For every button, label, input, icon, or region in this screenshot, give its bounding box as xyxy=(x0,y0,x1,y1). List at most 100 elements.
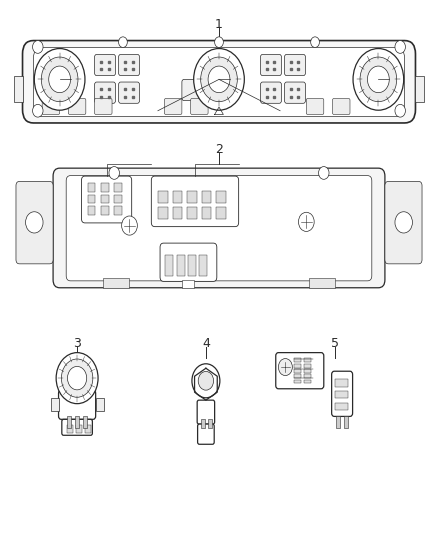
Bar xyxy=(182,280,194,288)
Text: 5: 5 xyxy=(331,337,339,350)
Bar xyxy=(304,379,311,383)
Circle shape xyxy=(311,37,319,47)
Circle shape xyxy=(395,41,406,53)
Bar xyxy=(85,425,91,433)
FancyBboxPatch shape xyxy=(95,54,116,76)
Bar xyxy=(188,255,196,276)
Circle shape xyxy=(32,41,43,53)
Bar xyxy=(158,207,168,219)
FancyBboxPatch shape xyxy=(197,400,215,424)
FancyBboxPatch shape xyxy=(62,419,92,435)
FancyBboxPatch shape xyxy=(68,99,86,115)
Bar xyxy=(76,425,82,433)
Bar xyxy=(165,255,173,276)
Bar xyxy=(187,191,197,203)
Circle shape xyxy=(25,212,43,233)
Bar xyxy=(335,379,348,386)
Bar xyxy=(101,195,109,203)
Bar xyxy=(294,379,301,383)
Bar xyxy=(88,206,95,215)
Circle shape xyxy=(61,359,93,397)
Circle shape xyxy=(198,372,214,390)
FancyBboxPatch shape xyxy=(151,176,239,227)
Bar xyxy=(344,416,348,428)
Bar xyxy=(335,402,348,410)
FancyBboxPatch shape xyxy=(285,82,305,103)
Bar xyxy=(187,207,197,219)
FancyBboxPatch shape xyxy=(16,181,53,264)
Bar xyxy=(335,391,348,398)
Circle shape xyxy=(34,49,85,110)
Polygon shape xyxy=(194,368,217,400)
Bar xyxy=(304,359,311,362)
Bar xyxy=(304,364,311,368)
Circle shape xyxy=(119,37,127,47)
Circle shape xyxy=(56,353,98,403)
FancyBboxPatch shape xyxy=(95,99,112,115)
Circle shape xyxy=(122,216,138,235)
FancyBboxPatch shape xyxy=(191,99,208,115)
FancyBboxPatch shape xyxy=(306,99,324,115)
Bar xyxy=(415,76,424,102)
Bar xyxy=(294,359,301,362)
Circle shape xyxy=(279,359,292,376)
Bar xyxy=(158,191,168,203)
Bar xyxy=(304,374,311,378)
Circle shape xyxy=(32,104,43,117)
Circle shape xyxy=(192,364,220,398)
Bar xyxy=(51,398,59,411)
FancyBboxPatch shape xyxy=(119,82,140,103)
Bar xyxy=(114,183,122,191)
Bar xyxy=(177,255,184,276)
Bar xyxy=(294,374,301,378)
Bar xyxy=(67,416,71,428)
Bar xyxy=(201,207,211,219)
FancyBboxPatch shape xyxy=(276,353,324,389)
Bar xyxy=(95,398,103,411)
Bar xyxy=(173,191,182,203)
Circle shape xyxy=(360,57,397,102)
Circle shape xyxy=(215,37,223,47)
Circle shape xyxy=(201,57,237,102)
Circle shape xyxy=(194,49,244,110)
Bar xyxy=(294,369,301,373)
FancyBboxPatch shape xyxy=(119,54,140,76)
Circle shape xyxy=(395,104,406,117)
Bar xyxy=(101,206,109,215)
Bar xyxy=(308,278,335,288)
Bar xyxy=(173,207,182,219)
FancyBboxPatch shape xyxy=(332,371,353,416)
Bar xyxy=(88,183,95,191)
Circle shape xyxy=(49,66,71,93)
Circle shape xyxy=(208,66,230,93)
FancyBboxPatch shape xyxy=(160,243,217,281)
Circle shape xyxy=(67,367,87,390)
FancyBboxPatch shape xyxy=(81,176,132,223)
FancyBboxPatch shape xyxy=(198,424,214,445)
Bar xyxy=(67,425,73,433)
Circle shape xyxy=(109,166,120,179)
Bar xyxy=(83,416,87,428)
FancyBboxPatch shape xyxy=(59,390,95,419)
Bar xyxy=(114,195,122,203)
FancyBboxPatch shape xyxy=(95,82,116,103)
Text: 1: 1 xyxy=(215,18,223,31)
FancyBboxPatch shape xyxy=(22,41,416,123)
Bar xyxy=(216,191,226,203)
Bar xyxy=(294,364,301,368)
FancyBboxPatch shape xyxy=(261,82,282,103)
FancyBboxPatch shape xyxy=(385,181,422,264)
Circle shape xyxy=(367,66,389,93)
Bar xyxy=(201,191,211,203)
FancyBboxPatch shape xyxy=(164,99,182,115)
FancyBboxPatch shape xyxy=(261,54,282,76)
Bar xyxy=(114,206,122,215)
Bar xyxy=(103,278,130,288)
Bar xyxy=(216,207,226,219)
Circle shape xyxy=(318,166,329,179)
Bar xyxy=(75,416,79,428)
Circle shape xyxy=(395,212,413,233)
Bar xyxy=(101,183,109,191)
FancyBboxPatch shape xyxy=(42,99,60,115)
FancyBboxPatch shape xyxy=(285,54,305,76)
